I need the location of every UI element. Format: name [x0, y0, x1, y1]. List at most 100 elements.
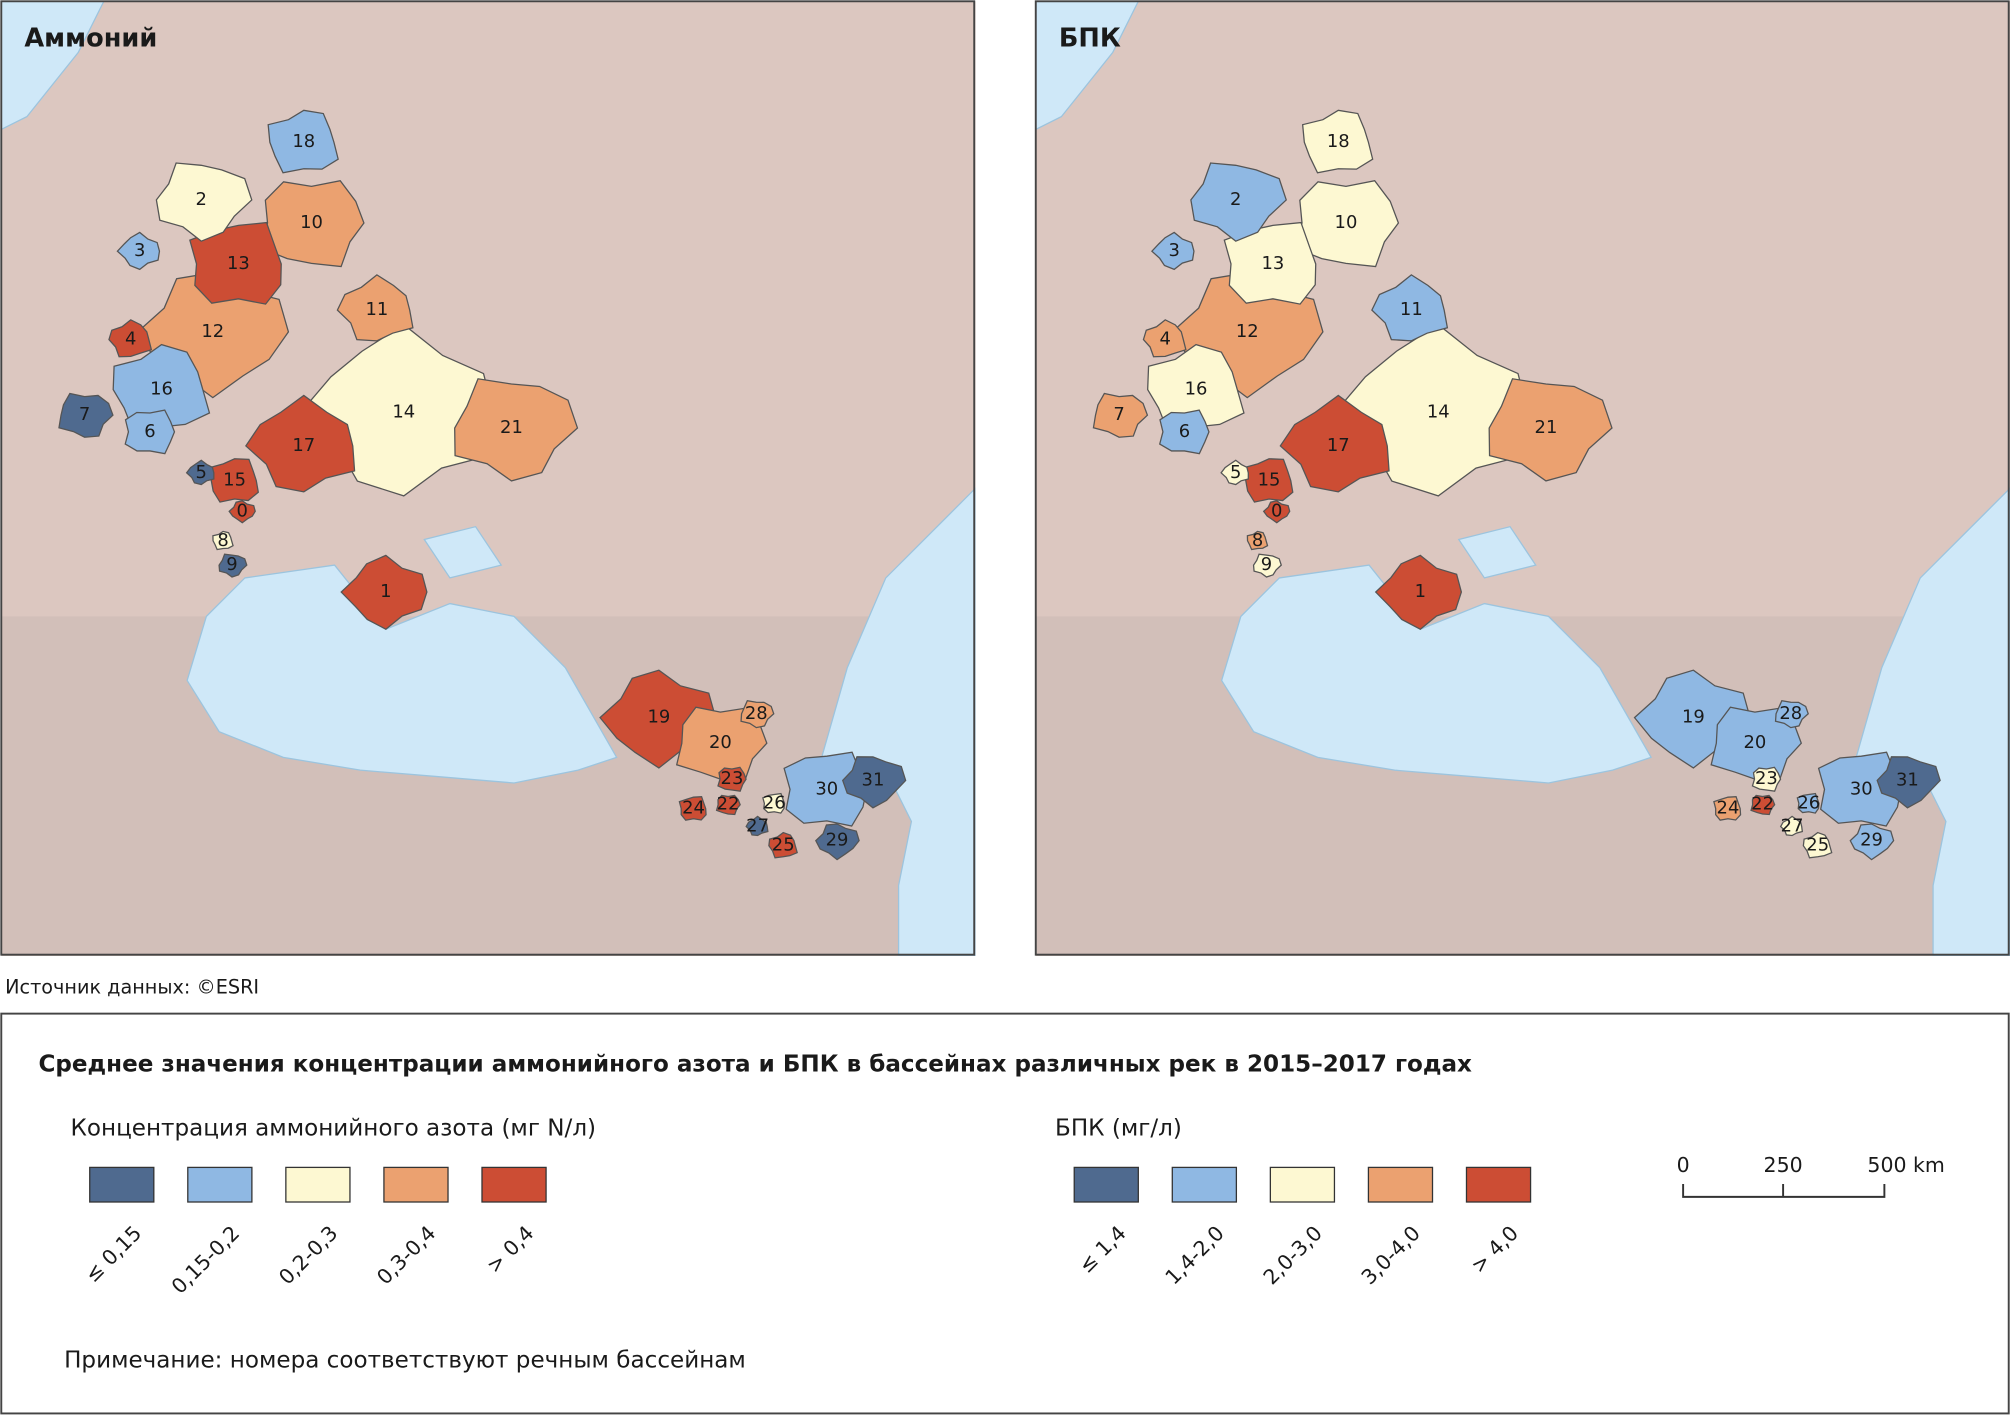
basin-label: 29 [826, 830, 849, 851]
basin [1220, 459, 1249, 486]
basin [1294, 179, 1400, 268]
legend-swatch [383, 1166, 449, 1203]
map: 1412211013161719220301811131761543292823… [1034, 0, 2010, 956]
basin [1190, 162, 1287, 242]
map-title: Аммоний [24, 24, 157, 54]
basin [218, 553, 248, 578]
basin [212, 530, 234, 551]
basin [745, 815, 769, 837]
basin-label: 5 [196, 462, 207, 483]
scale-label: 0 [1677, 1153, 1690, 1177]
basin-label: 4 [1160, 329, 1171, 350]
scale-label: 250 [1764, 1153, 1803, 1177]
basin-label: 19 [1682, 707, 1705, 728]
basin-label: 27 [746, 816, 769, 837]
legend-swatch [1171, 1166, 1238, 1203]
basin-label: 12 [201, 321, 224, 342]
basin [717, 766, 747, 792]
basin-label: 6 [144, 421, 155, 442]
basin-label: 30 [1850, 778, 1873, 799]
basin-label: 22 [1751, 794, 1774, 815]
sea [1220, 564, 1653, 784]
basin-label: 23 [1755, 768, 1778, 789]
basin-label: 20 [1743, 732, 1766, 753]
basin [1371, 274, 1449, 342]
note: Примечание: номера соответствуют речным … [64, 1347, 746, 1373]
basin-label: 3 [134, 240, 145, 261]
sea [186, 564, 618, 784]
basin-label: 10 [1335, 212, 1358, 233]
basin-label: 5 [1230, 462, 1241, 483]
sea [423, 525, 503, 579]
basin-label: 12 [1236, 321, 1259, 342]
basin [245, 394, 356, 493]
basin-label: 15 [1258, 470, 1281, 491]
basin-label: 25 [1806, 835, 1829, 856]
basin [1301, 109, 1374, 174]
legend-box [0, 1012, 2010, 1415]
sea [1, 1, 105, 131]
basin [1488, 378, 1613, 482]
basin [208, 458, 259, 503]
basin [1092, 392, 1149, 438]
basin-label: 6 [1179, 421, 1190, 442]
basin-label: 26 [1797, 792, 1820, 813]
legend-title: Среднее значения концентрации аммонийног… [38, 1051, 1472, 1077]
source: Источник данных: ©ESRI [5, 975, 259, 998]
sea [1855, 487, 2010, 956]
basin-label: 8 [1252, 530, 1263, 551]
basin [1796, 792, 1820, 814]
basin-label: 7 [79, 404, 90, 425]
basin-label: 28 [1779, 703, 1802, 724]
basin [1750, 794, 1776, 816]
basin [1374, 554, 1463, 630]
basin-label: 21 [1535, 417, 1558, 438]
basin [228, 500, 256, 524]
legend-swatch [285, 1166, 351, 1203]
map: 1412211013161719220301811131761543292823… [0, 0, 976, 956]
legend-swatch [481, 1166, 547, 1203]
basin [116, 231, 161, 271]
basin [1779, 815, 1804, 837]
basin-label: 30 [815, 778, 838, 799]
legend-swatch [1073, 1166, 1139, 1203]
legend-swatch [1465, 1166, 1532, 1203]
basin-label: 4 [125, 329, 136, 350]
map-title: БПК [1059, 24, 1121, 54]
basin-label: 13 [1261, 253, 1284, 274]
basin [454, 378, 579, 482]
basin-label: 27 [1781, 816, 1804, 837]
basin [678, 796, 707, 821]
basin [715, 794, 741, 816]
maps: 1412211013161719220301811131761543292823… [0, 0, 2010, 956]
scale-bar [1682, 1184, 1886, 1198]
basin [336, 274, 414, 342]
scale-label: 500 km [1867, 1153, 1945, 1177]
basin-label: 19 [647, 707, 670, 728]
basin-label: 31 [1896, 769, 1919, 790]
basin [1142, 319, 1187, 358]
legend-swatch [187, 1166, 253, 1203]
sea [1035, 1, 1140, 131]
basin-label: 8 [217, 530, 228, 551]
basin [267, 109, 339, 174]
basin-label: 9 [1261, 554, 1272, 575]
basin [108, 319, 153, 358]
basin [1223, 221, 1317, 305]
basin [340, 554, 428, 630]
map-frame [1034, 0, 2010, 956]
basin-label: 14 [1427, 402, 1450, 423]
basin [155, 162, 253, 242]
map-body: 1412211013161719220301811131761543292823… [1, 1, 976, 956]
basin-label: 1 [1415, 581, 1426, 602]
basin-label: 7 [1113, 404, 1124, 425]
basin-label: 0 [237, 500, 248, 521]
basin-label: 0 [1271, 500, 1282, 521]
basin [815, 823, 860, 861]
basin-label: 9 [226, 554, 237, 575]
basin [1279, 394, 1390, 493]
basin-label: 26 [763, 792, 786, 813]
basin-label: 3 [1168, 240, 1179, 261]
basin-label: 16 [150, 379, 173, 400]
